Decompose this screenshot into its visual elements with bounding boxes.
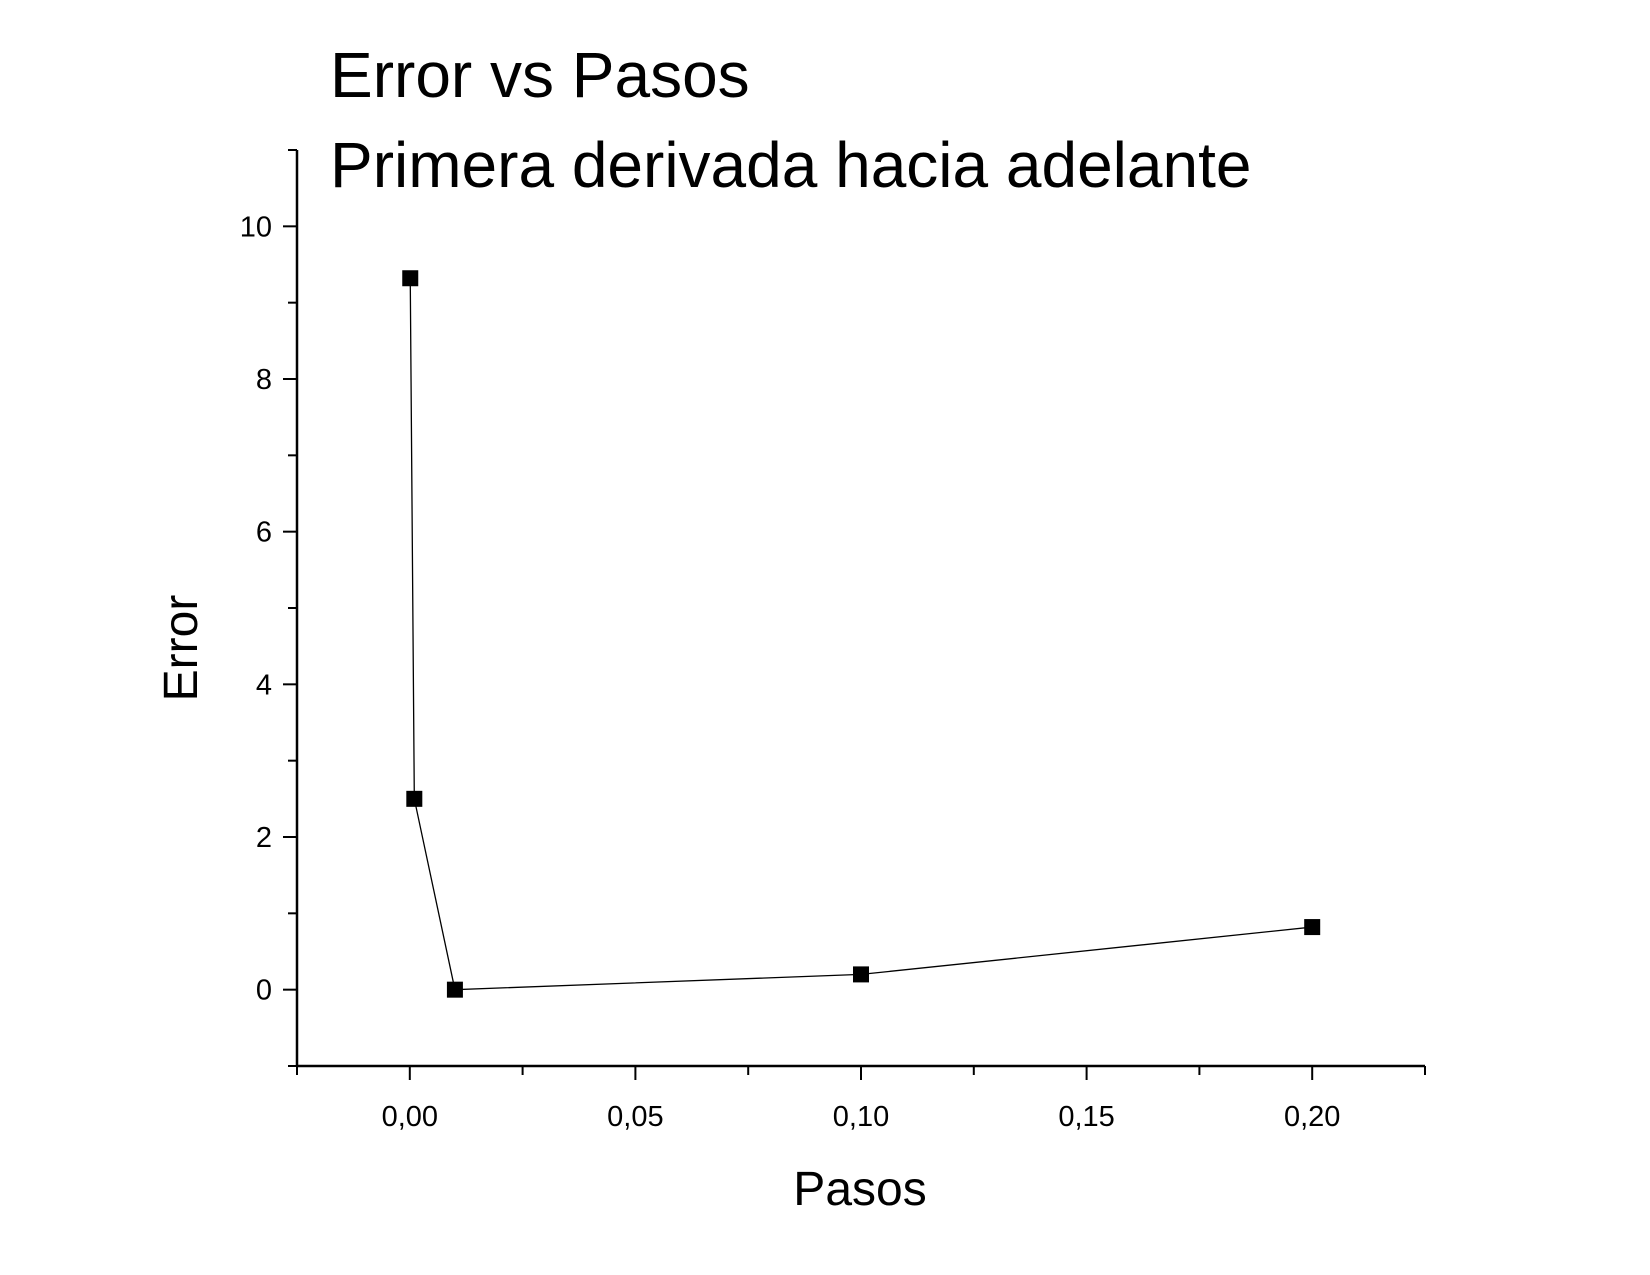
x-axis-label: Pasos [793, 1163, 926, 1216]
data-point [446, 981, 463, 998]
x-tick-label: 0,15 [1058, 1101, 1114, 1133]
x-tick-label: 0,10 [833, 1101, 889, 1133]
y-tick-label: 8 [256, 364, 272, 396]
x-tick-label: 0,05 [607, 1101, 663, 1133]
data-point [402, 270, 419, 287]
x-tick-label: 0,20 [1284, 1101, 1340, 1133]
y-tick-label: 0 [256, 975, 272, 1007]
series-line [409, 278, 1313, 991]
y-axis-label: Error [155, 595, 208, 702]
chart-title: Error vs Pasos [330, 39, 750, 111]
data-point [1304, 919, 1321, 936]
y-tick-label: 4 [256, 669, 272, 701]
y-tick-label: 10 [240, 211, 272, 243]
chart-subtitle: Primera derivada hacia adelante [330, 129, 1251, 201]
plot-area: 0,00 0,05 0,10 0,15 0,20 0 2 4 6 8 10 [240, 149, 1426, 1133]
data-point [853, 966, 869, 983]
y-tick-label: 6 [256, 517, 272, 549]
y-tick-label: 2 [256, 822, 272, 854]
data-point [406, 790, 423, 807]
x-tick-label: 0,00 [382, 1101, 438, 1133]
